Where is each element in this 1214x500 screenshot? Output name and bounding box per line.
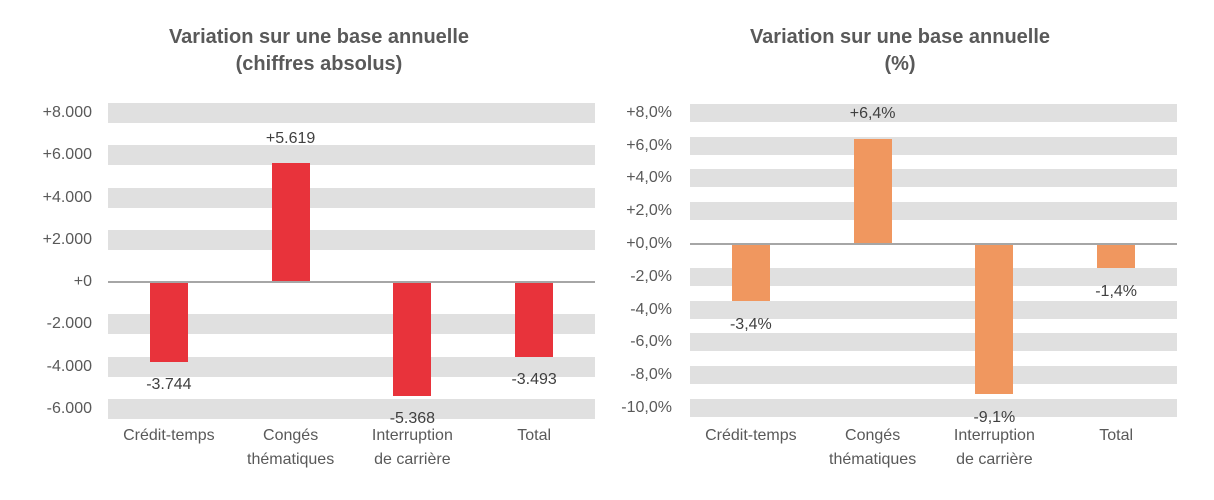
- category-label-total: Total: [1048, 424, 1184, 448]
- y-tick-label: -6,0%: [630, 333, 672, 351]
- category-label-line: Interruption: [953, 427, 1035, 444]
- category-label-total: Total: [466, 424, 602, 448]
- category-label-line: thématiques: [247, 451, 335, 468]
- category-label-line: Crédit-temps: [705, 427, 797, 444]
- y-tick-label: -4,0%: [630, 300, 672, 318]
- gridline-stripe: [690, 399, 1177, 417]
- data-label-conges-thematiques: +6,4%: [849, 105, 896, 123]
- gridline-stripe: [108, 187, 595, 208]
- gridline-stripe: [108, 145, 595, 166]
- zero-axis-line: [108, 281, 595, 283]
- chart-subtitle: (chiffres absolus): [235, 53, 403, 75]
- y-tick-label: -8,0%: [630, 366, 672, 384]
- y-tick-label: +0: [73, 273, 92, 290]
- category-label-line: Crédit-temps: [123, 427, 215, 444]
- y-tick-label: +8,0%: [626, 103, 672, 121]
- category-label-conges-thematiques: Congés thématiques: [805, 424, 941, 472]
- category-label-credit-temps: Crédit-temps: [683, 424, 819, 448]
- bar-conges-thematiques: [271, 163, 310, 282]
- y-tick-label: -2.000: [46, 315, 92, 333]
- category-label-interruption-de-carriere: Interruption de carrière: [926, 424, 1062, 472]
- gridline-stripe: [108, 229, 595, 250]
- y-tick-label: +2.000: [42, 230, 92, 248]
- y-tick-label: +6,0%: [626, 136, 672, 154]
- category-label-line: Total: [517, 427, 552, 444]
- bar-credit-temps: [731, 245, 770, 301]
- category-label-line: Total: [1099, 427, 1134, 444]
- gridline-stripe: [690, 333, 1177, 352]
- gridline-stripe: [108, 356, 595, 377]
- data-label-total: -3.493: [511, 370, 557, 388]
- category-label-line: de carrière: [374, 451, 451, 468]
- data-label-credit-temps: -3,4%: [729, 315, 772, 333]
- bar-total: [1097, 245, 1136, 268]
- chart-subtitle: (%): [884, 53, 916, 75]
- gridline-stripe: [690, 202, 1177, 221]
- y-tick-label: +6.000: [42, 146, 92, 164]
- gridline-stripe: [108, 398, 595, 419]
- gridline-stripe: [108, 103, 595, 123]
- bar-conges-thematiques: [853, 139, 892, 244]
- gridline-stripe: [690, 136, 1177, 155]
- gridline-stripe: [690, 366, 1177, 385]
- category-label-conges-thematiques: Congés thématiques: [223, 424, 359, 472]
- bar-total: [515, 283, 554, 357]
- y-tick-label: +2,0%: [626, 202, 672, 220]
- data-label-interruption-de-carriere: -9,1%: [973, 409, 1016, 427]
- data-label-total: -1,4%: [1095, 282, 1138, 300]
- bar-interruption-de-carriere: [975, 245, 1014, 395]
- y-tick-label: -2,0%: [630, 267, 672, 285]
- gridline-stripe: [690, 169, 1177, 188]
- gridline-stripe: [690, 103, 1177, 122]
- y-tick-label: +4,0%: [626, 169, 672, 187]
- chart-title-block: Variation sur une base annuelle (%): [607, 24, 1193, 78]
- bar-interruption-de-carriere: [393, 283, 432, 397]
- y-tick-label: +4.000: [42, 188, 92, 206]
- y-tick-label: -6.000: [46, 399, 92, 417]
- y-tick-label: +0,0%: [626, 235, 672, 252]
- gridline-stripe: [690, 267, 1177, 286]
- gridline-stripe: [690, 300, 1177, 319]
- gridline-stripe: [108, 314, 595, 335]
- chart-title: Variation sur une base annuelle: [168, 26, 470, 48]
- zero-axis-line: [690, 243, 1177, 245]
- chart-title: Variation sur une base annuelle: [749, 26, 1051, 48]
- y-tick-label: -4.000: [46, 357, 92, 375]
- category-label-line: Congés: [845, 427, 901, 444]
- data-label-interruption-de-carriere: -5.368: [389, 410, 436, 428]
- category-label-line: Interruption: [371, 427, 453, 444]
- category-label-line: Congés: [263, 427, 319, 444]
- chart-title-block: Variation sur une base annuelle (chiffre…: [0, 24, 638, 78]
- data-label-conges-thematiques: +5.619: [265, 130, 316, 148]
- data-label-credit-temps: -3.744: [146, 376, 192, 394]
- category-label-credit-temps: Crédit-temps: [101, 424, 237, 448]
- category-label-line: thématiques: [829, 451, 917, 468]
- category-label-interruption-de-carriere: Interruption de carrière: [344, 424, 480, 472]
- category-label-line: de carrière: [956, 451, 1033, 468]
- y-tick-label: +8.000: [42, 104, 92, 121]
- y-tick-label: -10,0%: [621, 399, 672, 416]
- bar-credit-temps: [149, 283, 188, 363]
